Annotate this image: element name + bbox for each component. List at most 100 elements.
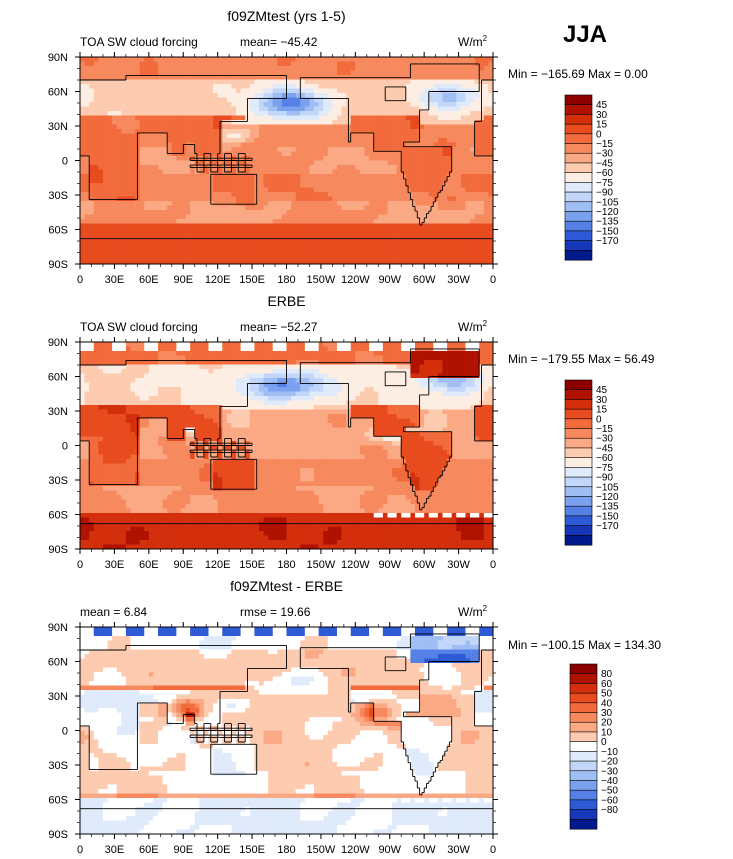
field-cell <box>130 255 136 260</box>
field-cell <box>369 97 374 103</box>
field-cell <box>245 133 251 139</box>
field-cell <box>414 79 420 85</box>
field-cell <box>332 178 338 184</box>
field-cell <box>125 70 131 76</box>
field-cell <box>460 259 466 265</box>
field-cell <box>295 151 301 157</box>
field-cell <box>121 115 127 121</box>
field-cell <box>456 147 462 152</box>
field-cell <box>300 106 306 112</box>
field-cell <box>135 219 140 224</box>
field-cell <box>158 369 163 374</box>
field-cell <box>102 84 108 89</box>
field-cell <box>107 151 113 157</box>
field-cell <box>258 147 264 152</box>
field-cell <box>190 142 196 148</box>
field-cell <box>258 355 264 361</box>
field-cell <box>414 259 420 265</box>
field-cell <box>98 201 104 206</box>
field-cell <box>148 223 154 229</box>
field-cell <box>295 120 301 125</box>
field-cell <box>144 111 150 116</box>
field-cell <box>139 237 145 242</box>
field-cell <box>199 223 205 229</box>
field-cell <box>318 57 324 62</box>
field-cell <box>217 196 223 202</box>
field-cell <box>226 120 232 125</box>
field-cell <box>327 351 333 356</box>
field-cell <box>410 88 416 94</box>
field-cell <box>359 255 365 260</box>
field-cell <box>171 124 177 130</box>
field-cell <box>309 106 315 112</box>
field-cell <box>451 97 457 103</box>
field-cell <box>130 351 136 356</box>
field-cell <box>460 138 466 143</box>
field-cell <box>231 259 237 265</box>
field-cell <box>410 255 416 260</box>
field-cell <box>240 160 246 166</box>
field-cell <box>171 120 177 125</box>
field-cell <box>167 246 173 251</box>
field-cell <box>488 346 494 352</box>
field-cell <box>373 160 379 166</box>
field-cell <box>222 346 228 352</box>
field-cell <box>236 192 241 197</box>
field-cell <box>295 102 301 107</box>
field-cell <box>396 201 402 206</box>
field-cell <box>460 360 466 365</box>
field-cell <box>460 183 466 188</box>
field-cell <box>387 129 393 134</box>
field-cell <box>336 169 342 175</box>
field-cell <box>327 93 333 98</box>
field-cell <box>369 351 374 356</box>
field-cell <box>392 192 397 197</box>
field-cell <box>240 70 246 76</box>
field-cell <box>167 120 173 125</box>
field-cell <box>190 66 196 71</box>
field-cell <box>300 355 306 361</box>
field-cell <box>460 120 466 125</box>
field-cell <box>373 133 379 139</box>
field-cell <box>442 174 448 179</box>
field-cell <box>180 228 186 233</box>
field-cell <box>98 214 104 220</box>
field-cell <box>89 115 95 121</box>
field-cell <box>180 156 186 161</box>
field-cell <box>437 219 443 224</box>
field-cell <box>185 205 191 211</box>
field-cell <box>208 66 214 71</box>
field-cell <box>190 106 196 112</box>
field-cell <box>309 241 315 247</box>
field-cell <box>102 111 108 116</box>
field-cell <box>291 237 296 242</box>
field-cell <box>89 351 95 356</box>
field-cell <box>346 364 352 370</box>
field-cell <box>442 369 448 374</box>
field-cell <box>98 106 104 112</box>
field-cell <box>180 102 186 107</box>
field-cell <box>488 196 494 202</box>
field-cell <box>479 351 485 356</box>
field-cell <box>130 237 136 242</box>
field-cell <box>295 228 301 233</box>
field-cell <box>213 342 218 347</box>
field-cell <box>135 102 140 107</box>
field-cell <box>373 228 379 233</box>
field-cell <box>213 246 218 251</box>
field-cell <box>350 192 356 197</box>
field-cell <box>359 232 365 238</box>
field-cell <box>314 214 319 220</box>
field-cell <box>190 93 196 98</box>
field-cell <box>180 169 186 175</box>
field-cell <box>332 93 338 98</box>
field-cell <box>346 355 352 361</box>
field-cell <box>153 79 159 85</box>
field-cell <box>479 228 485 233</box>
field-cell <box>135 241 140 247</box>
field-cell <box>295 241 301 247</box>
field-cell <box>107 174 113 179</box>
field-cell <box>382 364 388 370</box>
field-cell <box>309 196 315 202</box>
field-cell <box>350 259 356 265</box>
